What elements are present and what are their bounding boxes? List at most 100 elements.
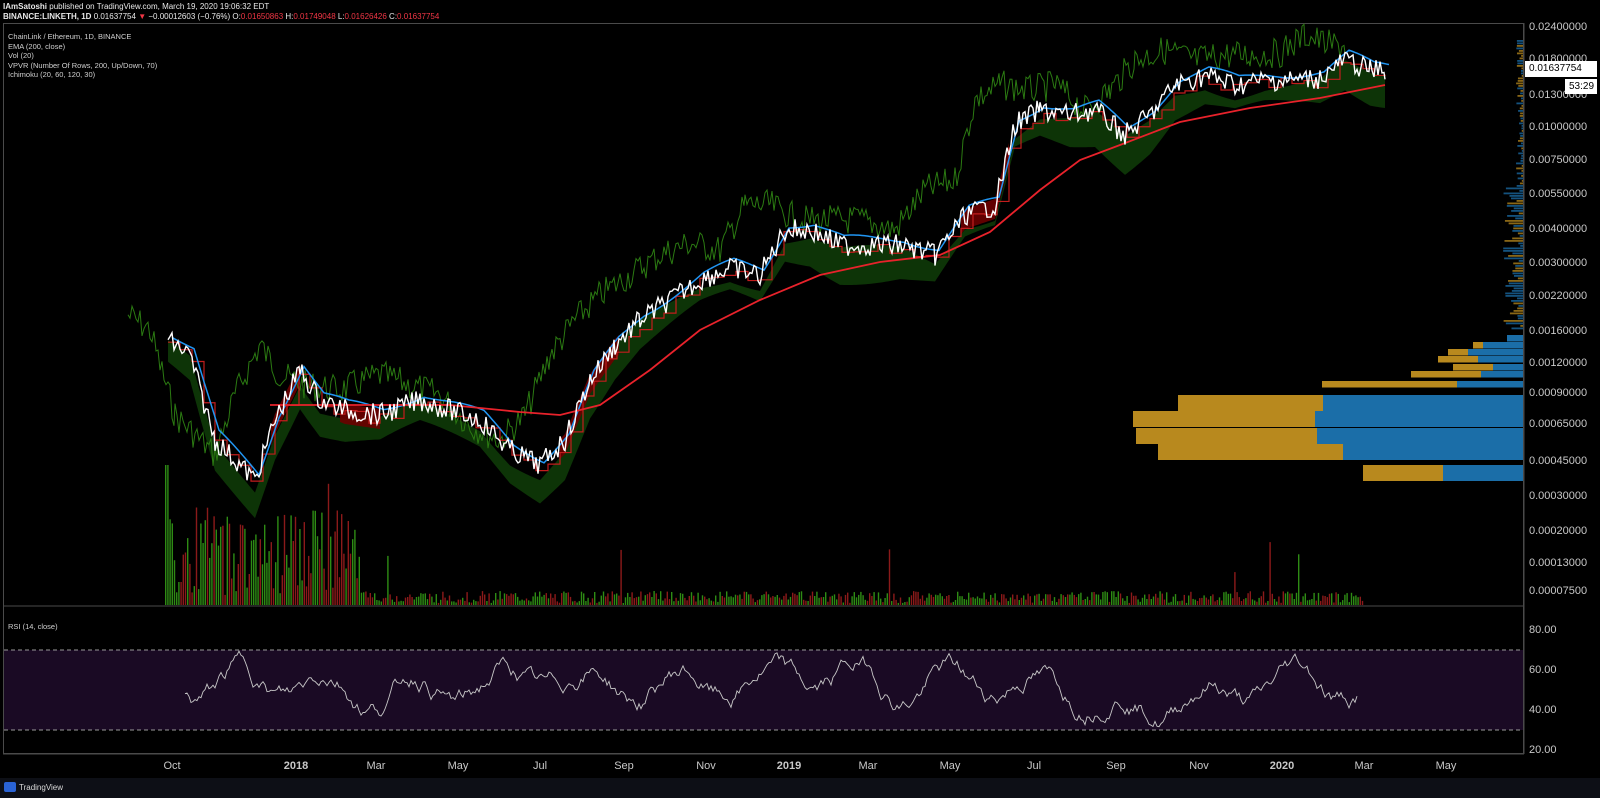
volume-bar — [1210, 596, 1212, 605]
author-name[interactable]: IAmSatoshi — [3, 2, 48, 11]
volume-bar — [1122, 598, 1124, 605]
volume-bar — [1291, 593, 1293, 605]
volume-bar — [981, 598, 983, 605]
volume-bar — [963, 599, 965, 605]
volume-bar — [391, 599, 393, 605]
volume-bar — [481, 591, 484, 605]
volume-bar — [631, 592, 633, 605]
vpvr-bar-thin — [1520, 120, 1523, 122]
volume-bar — [1139, 601, 1141, 605]
volume-bar — [1225, 591, 1227, 605]
legend-ichimoku[interactable]: Ichimoku (20, 60, 120, 30) — [8, 70, 96, 80]
volume-bar — [523, 600, 525, 605]
vpvr-bar-up — [1478, 356, 1523, 363]
vpvr-bar-thin — [1517, 277, 1523, 280]
volume-bar — [422, 593, 424, 605]
vpvr-bar-down — [1178, 395, 1323, 411]
vpvr-bar-down — [1411, 371, 1481, 378]
legend-vpvr[interactable]: VPVR (Number Of Rows, 200, Up/Down, 70) — [8, 60, 158, 70]
volume-bar — [365, 591, 367, 605]
volume-bar — [1278, 596, 1280, 605]
volume-bar — [662, 600, 664, 605]
volume-bar — [893, 593, 895, 605]
volume-bar — [1232, 598, 1234, 605]
vpvr-bar-thin — [1513, 287, 1523, 290]
vpvr-bar-up — [1468, 349, 1523, 356]
volume-bar — [1064, 597, 1067, 605]
volume-bar — [862, 595, 864, 605]
volume-bar — [851, 596, 853, 605]
vpvr-bar-thin — [1519, 122, 1523, 125]
vpvr-bar-up — [1343, 444, 1523, 460]
volume-bar — [732, 597, 734, 605]
volume-bar — [721, 596, 723, 605]
volume-bar — [382, 598, 385, 605]
volume-bar — [255, 534, 257, 605]
vpvr-bar-thin — [1521, 105, 1523, 107]
volume-bar — [974, 598, 976, 605]
volume-bar — [1216, 600, 1218, 605]
volume-bar — [206, 507, 209, 605]
volume-bar — [345, 568, 347, 605]
volume-bar — [884, 598, 886, 605]
volume-bar — [976, 596, 979, 605]
volume-bar — [492, 600, 495, 605]
volume-bar — [939, 593, 941, 605]
price-tick: 0.00090000 — [1529, 387, 1587, 399]
price-tick: 0.00020000 — [1529, 525, 1587, 537]
volume-bar — [822, 597, 825, 605]
rsi-legend[interactable]: RSI (14, close) — [8, 622, 58, 631]
close-value: 0.01637754 — [397, 12, 440, 21]
volume-bar — [875, 600, 877, 605]
legend-volume[interactable]: Vol (20) — [8, 51, 34, 61]
high-label: H: — [285, 12, 294, 21]
volume-bar — [321, 512, 323, 605]
volume-bar — [816, 591, 818, 605]
tradingview-logo[interactable]: TradingView — [4, 782, 63, 792]
volume-bar — [803, 599, 805, 605]
volume-bar — [1229, 593, 1232, 605]
volume-bar — [655, 593, 657, 605]
volume-bar — [1150, 599, 1152, 605]
vpvr-bar-thin — [1517, 95, 1523, 97]
volume-bar — [723, 597, 726, 605]
volume-bar — [1067, 594, 1069, 605]
vpvr-bar-thin — [1519, 235, 1523, 237]
volume-bar — [1117, 591, 1119, 605]
ichimoku-conversion-line — [168, 62, 1386, 482]
volume-bar — [602, 591, 605, 605]
volume-bar — [563, 591, 565, 605]
volume-bar — [1348, 602, 1350, 605]
volume-bar — [1012, 594, 1014, 605]
volume-bar — [506, 594, 508, 605]
volume-bar — [1078, 594, 1080, 605]
volume-bar — [739, 594, 741, 605]
volume-bar — [332, 587, 334, 605]
volume-bar — [536, 596, 539, 605]
volume-bar — [1005, 598, 1007, 605]
volume-bar — [992, 597, 994, 605]
volume-bar — [750, 594, 752, 605]
volume-bar — [435, 594, 437, 605]
vpvr-bar-thin — [1504, 257, 1523, 260]
volume-bar — [475, 601, 477, 605]
volume-bar — [1133, 595, 1135, 605]
volume-bar — [354, 529, 356, 605]
volume-bar — [484, 594, 486, 605]
volume-bar — [1146, 599, 1148, 605]
vpvr-bar-thin — [1521, 125, 1523, 127]
volume-bar — [620, 549, 622, 605]
volume-bar — [433, 602, 435, 605]
tradingview-logo-icon — [4, 782, 16, 792]
volume-bar — [1144, 594, 1146, 605]
volume-bar — [341, 514, 343, 605]
legend-ema[interactable]: EMA (200, close) — [8, 41, 66, 51]
volume-bar — [187, 538, 189, 605]
volume-bar — [404, 597, 407, 605]
volume-bar — [1302, 596, 1304, 605]
volume-bar — [497, 599, 499, 605]
volume-bar — [387, 555, 389, 605]
volume-bar — [807, 601, 809, 605]
vpvr-bar-thin — [1521, 150, 1523, 152]
